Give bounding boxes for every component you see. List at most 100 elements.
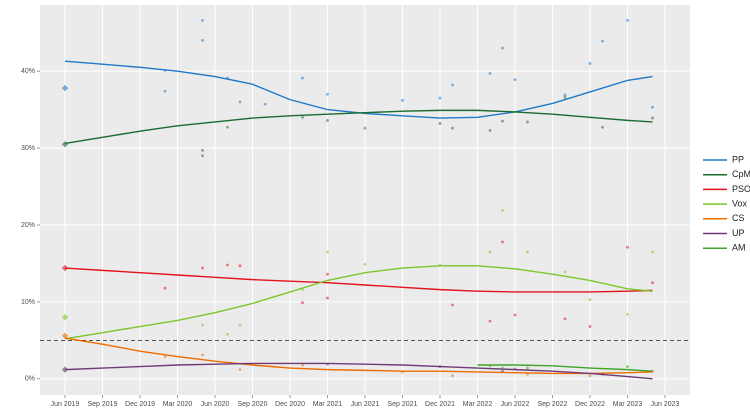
poll-point (651, 250, 654, 254)
election-result (61, 366, 69, 373)
x-tick-label: Jun 2022 (501, 401, 530, 408)
poll-point (238, 368, 242, 372)
trend-line (477, 364, 653, 372)
x-tick-label: Sep 2020 (238, 401, 268, 408)
poll-point (238, 264, 242, 268)
poll-point (163, 89, 167, 93)
poll-point (201, 266, 204, 270)
poll-point (163, 355, 167, 358)
poll-point (326, 118, 329, 122)
poll-point (201, 353, 204, 357)
poll-point (651, 281, 654, 285)
poll-point (363, 262, 367, 266)
x-tick-label: Sep 2019 (88, 401, 118, 408)
poll-point (513, 78, 517, 82)
x-tick-label: Dec 2019 (125, 401, 155, 408)
x-tick-label: Mar 2023 (613, 401, 643, 408)
legend-label: CS (732, 213, 745, 223)
poll-point (226, 263, 229, 267)
poll-point (238, 100, 242, 104)
poll-point (301, 115, 304, 119)
poll-point (301, 301, 304, 305)
poll-point (651, 105, 654, 109)
poll-point (201, 18, 204, 22)
poll-point (526, 120, 529, 124)
legend-label: Vox (732, 198, 748, 208)
x-tick-label: Dec 2022 (575, 401, 605, 408)
poll-point (501, 369, 504, 373)
poll-point (163, 286, 167, 290)
poll-point (526, 250, 529, 254)
poll-point (626, 18, 629, 22)
election-result (61, 141, 69, 148)
poll-point (401, 98, 404, 102)
x-tick-label: Jun 2019 (51, 401, 80, 408)
poll-point (488, 250, 492, 254)
election-result (61, 314, 69, 321)
poll-point (201, 38, 204, 42)
poll-point (326, 296, 329, 300)
poll-point (501, 208, 504, 212)
poll-point (501, 46, 504, 50)
poll-point (226, 125, 229, 129)
poll-point (588, 62, 592, 65)
legend-label: AM (732, 243, 746, 253)
poll-point (526, 366, 529, 370)
poll-point (201, 148, 204, 152)
poll-point (501, 240, 504, 244)
poll-point (451, 374, 454, 378)
trend-line (64, 109, 653, 145)
poll-point (363, 126, 367, 130)
poll-point (563, 93, 567, 97)
x-tick-label: Sep 2021 (388, 401, 418, 408)
x-tick-label: Dec 2021 (425, 401, 455, 408)
poll-point (588, 325, 592, 328)
trend-line (64, 337, 653, 375)
poll-point (488, 319, 492, 323)
legend-label: CpM (732, 169, 750, 179)
poll-point (238, 323, 242, 327)
poll-point (563, 317, 567, 321)
poll-point (588, 374, 592, 378)
poll-point (626, 365, 629, 368)
poll-point (601, 39, 604, 43)
x-tick-label: Jun 2021 (351, 401, 380, 408)
poll-point (626, 312, 629, 316)
poll-point (326, 92, 329, 96)
poll-point (201, 323, 204, 327)
poll-point (263, 102, 267, 106)
x-tick-label: Sep 2022 (538, 401, 568, 408)
legend-label: PSOE (732, 184, 750, 194)
poll-point (226, 332, 229, 336)
poll-point (451, 126, 454, 130)
legend-label: UP (732, 228, 745, 238)
x-tick-label: Dec 2020 (275, 401, 305, 408)
poll-point (563, 95, 567, 99)
poll-point (301, 363, 304, 367)
poll-point (451, 303, 454, 307)
poll-point (601, 125, 604, 129)
poll-point (488, 72, 492, 75)
election-result (61, 264, 69, 272)
x-tick-label: Mar 2021 (313, 401, 343, 408)
poll-point (326, 250, 329, 254)
y-tick-label: 20% (21, 222, 35, 229)
trend-line (64, 267, 653, 293)
y-tick-label: 0% (25, 376, 35, 383)
y-tick-label: 10% (21, 299, 35, 306)
poll-point (626, 245, 629, 249)
poll-point (488, 128, 492, 132)
poll-point (438, 96, 442, 100)
trend-line (64, 60, 653, 119)
poll-point (301, 76, 304, 80)
poll-point (326, 272, 329, 276)
x-tick-label: Jun 2023 (651, 401, 680, 408)
election-result (61, 332, 69, 339)
poll-point (201, 154, 204, 158)
poll-point (513, 313, 517, 317)
poll-point (438, 122, 442, 125)
trend-line (64, 362, 653, 380)
x-tick-label: Mar 2020 (163, 401, 193, 408)
